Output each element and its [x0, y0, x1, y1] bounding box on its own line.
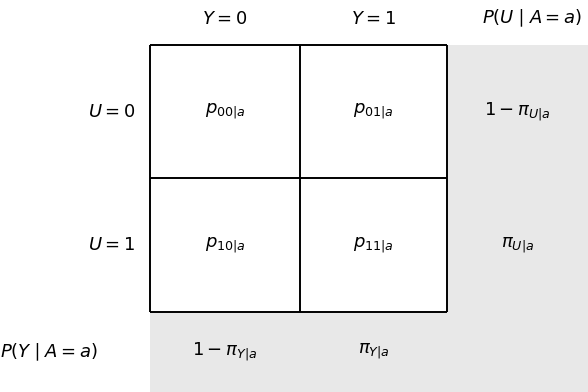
Text: $1 - \pi_{U|a}$: $1 - \pi_{U|a}$: [484, 101, 551, 123]
Bar: [150, 312, 447, 392]
Text: $p_{11|a}$: $p_{11|a}$: [353, 236, 394, 254]
Bar: [300, 178, 447, 312]
Text: $Y = 1$: $Y = 1$: [351, 10, 396, 27]
Bar: [300, 45, 447, 178]
Text: $\pi_{U|a}$: $\pi_{U|a}$: [501, 236, 534, 254]
Text: $p_{00|a}$: $p_{00|a}$: [205, 102, 245, 121]
Text: $p_{10|a}$: $p_{10|a}$: [205, 236, 245, 254]
Text: $Y = 0$: $Y = 0$: [202, 10, 248, 27]
Text: $p_{01|a}$: $p_{01|a}$: [353, 102, 394, 121]
Text: $\pi_{Y|a}$: $\pi_{Y|a}$: [358, 342, 389, 361]
Text: $P(Y \mid A = a)$: $P(Y \mid A = a)$: [0, 341, 98, 363]
Bar: [150, 45, 300, 178]
Text: $1 - \pi_{Y|a}$: $1 - \pi_{Y|a}$: [192, 341, 258, 363]
Text: $U = 1$: $U = 1$: [88, 236, 135, 254]
Bar: [150, 178, 300, 312]
Text: $P(U \mid A = a)$: $P(U \mid A = a)$: [482, 8, 582, 29]
Bar: [447, 45, 588, 392]
Text: $U = 0$: $U = 0$: [88, 103, 135, 121]
